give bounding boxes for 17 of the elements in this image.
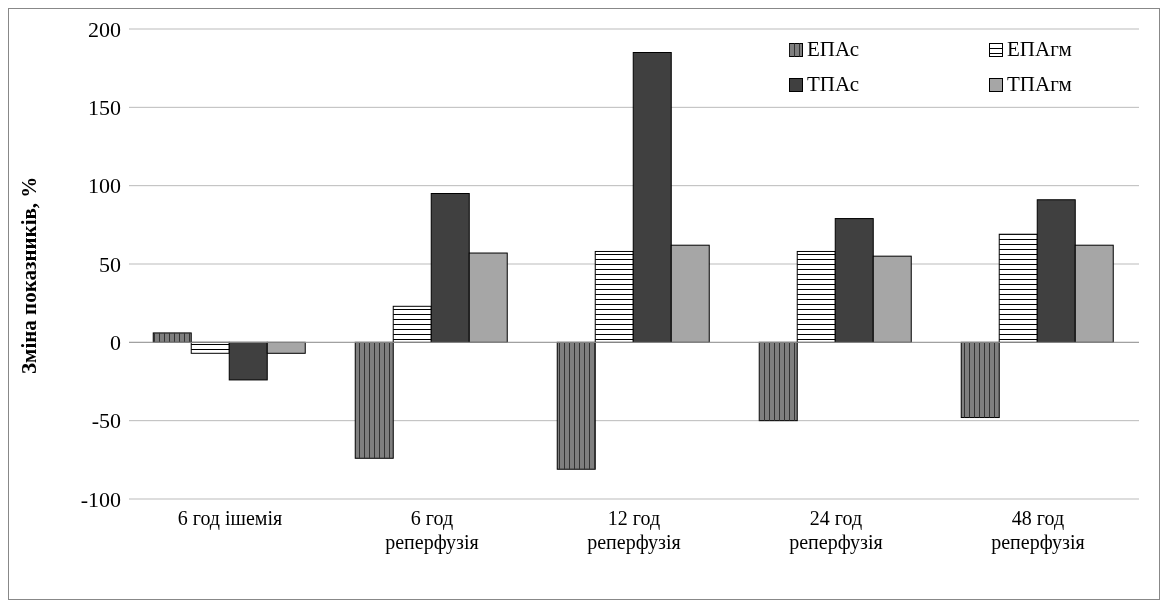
y-tick-label: -50 xyxy=(91,408,121,434)
y-tick-label: 0 xyxy=(110,330,121,356)
x-tick-label: 6 год реперфузія xyxy=(385,507,479,554)
x-tick-label: 24 год реперфузія xyxy=(789,507,883,554)
legend-label: ЕПАс xyxy=(807,37,859,62)
legend-label: ТПАгм xyxy=(1007,72,1072,97)
x-tick-label: 6 год ішемія xyxy=(177,507,283,530)
x-tick-label: 48 год реперфузія xyxy=(991,507,1085,554)
y-tick-label: 100 xyxy=(88,173,121,199)
y-tick-label: 200 xyxy=(88,16,121,42)
y-axis-title: Зміна показників, % xyxy=(17,176,42,374)
x-tick-label: 12 год реперфузія xyxy=(587,507,681,554)
y-tick-label: 50 xyxy=(99,251,121,277)
y-tick-label: 150 xyxy=(88,95,121,121)
y-tick-label: -100 xyxy=(80,486,121,512)
legend-label: ЕПАгм xyxy=(1007,37,1072,62)
legend-label: ТПАс xyxy=(807,72,859,97)
